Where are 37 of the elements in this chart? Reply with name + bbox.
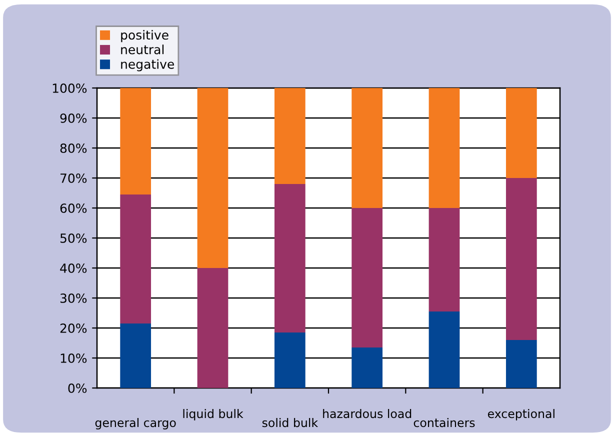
y-tick-label: 90% <box>60 113 87 123</box>
y-tick-label: 30% <box>60 293 87 303</box>
y-tick-label: 60% <box>60 203 87 213</box>
bar <box>506 178 537 340</box>
bar <box>274 88 306 184</box>
y-tick-label: 0% <box>68 383 87 393</box>
y-tick-label: 100% <box>52 83 87 93</box>
y-tick-label: 20% <box>60 323 87 333</box>
legend-label: positive <box>121 30 168 42</box>
y-tick-label: 40% <box>60 263 87 273</box>
x-tick-label: general cargo <box>95 418 176 430</box>
bar <box>352 88 383 208</box>
y-tick-label: 50% <box>60 233 87 243</box>
bar <box>428 312 460 388</box>
bar <box>352 208 383 348</box>
y-tick-label: 10% <box>60 353 87 363</box>
x-tick-label: hazardous load <box>323 409 412 418</box>
x-tick-label: exceptional <box>488 409 554 420</box>
y-tick-label: 70% <box>60 173 87 183</box>
bar <box>428 208 460 312</box>
x-tick-label: containers <box>414 418 475 428</box>
legend-label: negative <box>121 59 174 72</box>
bar <box>506 340 537 388</box>
bar <box>120 194 152 324</box>
bar <box>428 88 460 208</box>
bar <box>274 184 306 332</box>
x-tick-label: liquid bulk <box>183 409 244 420</box>
bar <box>274 332 306 388</box>
legend-label: neutral <box>121 44 164 54</box>
bar <box>197 268 228 388</box>
x-tick-label: solid bulk <box>262 418 318 428</box>
y-tick-label: 80% <box>60 143 87 153</box>
bar <box>120 324 152 388</box>
bar <box>506 88 537 178</box>
bar <box>197 88 228 268</box>
bar <box>120 88 152 194</box>
bar <box>352 348 383 388</box>
